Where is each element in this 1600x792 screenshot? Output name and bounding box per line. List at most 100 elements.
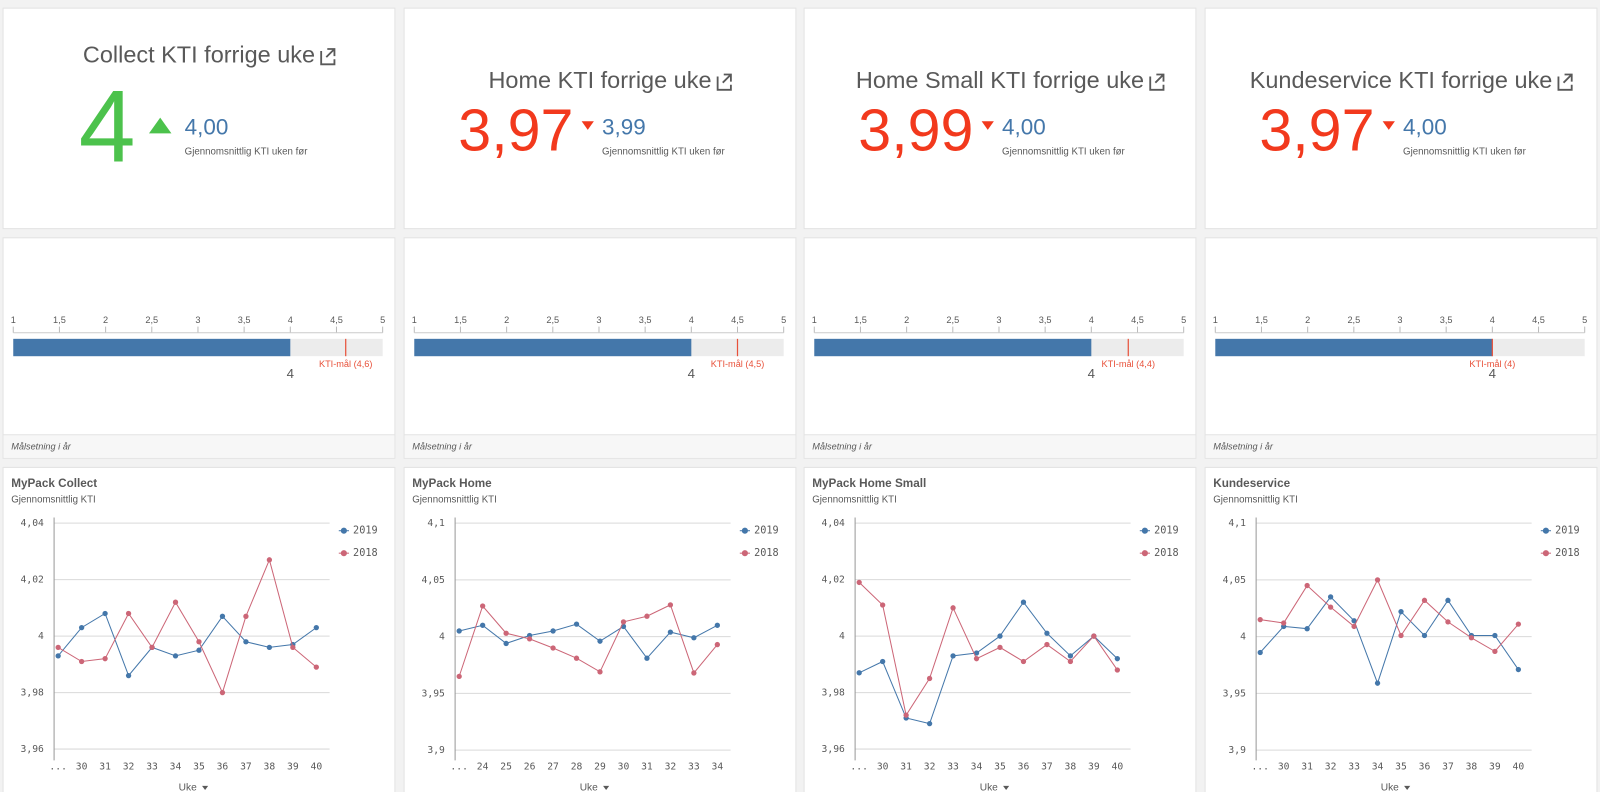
data-point: [1374, 680, 1381, 686]
gauge-bar: [814, 338, 1092, 357]
data-point: [620, 619, 627, 625]
data-point: [573, 621, 580, 627]
data-point: [266, 644, 273, 651]
x-axis-title[interactable]: Uke: [179, 783, 197, 792]
y-tick-label: 4: [1240, 632, 1246, 643]
data-point: [313, 624, 319, 631]
value-label: 4: [287, 366, 294, 381]
y-tick-label: 4,02: [21, 575, 44, 586]
external-link-icon[interactable]: [320, 48, 336, 66]
x-tick-label: 33: [947, 761, 959, 772]
data-point: [1020, 599, 1027, 605]
x-tick-label: 34: [1372, 761, 1384, 772]
external-link-icon[interactable]: [1149, 73, 1165, 91]
footer-label: Målsetning i år: [812, 441, 873, 451]
data-point: [1091, 633, 1097, 639]
data-point: [973, 650, 980, 656]
x-tick-label: 40: [310, 761, 322, 772]
gauge-bar: [13, 338, 291, 357]
x-tick-label: 37: [1041, 761, 1053, 772]
data-point: [456, 673, 462, 680]
data-point: [1398, 632, 1404, 639]
data-point: [880, 658, 886, 665]
x-tick-label: ...: [49, 761, 66, 772]
dropdown-arrow[interactable]: [603, 785, 610, 790]
legend-marker: [1141, 527, 1148, 534]
x-tick-label: 4,5: [330, 315, 343, 325]
data-point: [926, 720, 933, 727]
x-tick-label: 31: [900, 761, 912, 772]
chart-panel: [803, 466, 1197, 792]
data-point: [1327, 604, 1334, 610]
gauge-bar: [414, 338, 692, 357]
data-point: [1327, 594, 1334, 600]
data-point: [102, 610, 108, 617]
data-point: [880, 602, 886, 608]
data-point: [78, 624, 85, 631]
x-axis-title[interactable]: Uke: [980, 783, 998, 792]
data-point: [1281, 620, 1287, 626]
x-tick-label: ...: [850, 761, 867, 772]
chart-subtitle: Gjennomsnittlig KTI: [812, 495, 897, 506]
x-tick-label: 4: [689, 315, 694, 325]
data-point: [856, 670, 862, 676]
legend-marker: [340, 550, 347, 557]
y-tick-label: 4,02: [822, 575, 845, 586]
kpi-title: Home Small KTI forrige uke: [856, 67, 1144, 93]
x-tick-label: 36: [1018, 761, 1030, 772]
x-tick-label: 2,5: [946, 315, 959, 325]
data-point: [1421, 597, 1428, 603]
kpi-compare-label: Gjennomsnittlig KTI uken før: [185, 147, 309, 158]
data-point: [219, 613, 226, 619]
data-point: [1304, 582, 1310, 589]
chart-subtitle: Gjennomsnittlig KTI: [412, 495, 497, 506]
kpi-panel: [403, 7, 797, 230]
legend-label: 2018: [1154, 548, 1179, 559]
data-point: [149, 644, 155, 651]
x-tick-label: 1: [812, 315, 817, 325]
dropdown-arrow[interactable]: [1404, 785, 1411, 790]
series-line: [57, 612, 317, 677]
data-point: [526, 636, 533, 642]
x-axis-title[interactable]: Uke: [580, 783, 598, 792]
x-tick-label: ...: [1251, 761, 1268, 772]
x-axis-title[interactable]: Uke: [1381, 783, 1399, 792]
data-point: [1492, 632, 1498, 639]
kpi-title: Collect KTI forrige uke: [83, 41, 315, 67]
external-link-icon[interactable]: [716, 73, 732, 91]
external-link-icon[interactable]: [1557, 73, 1573, 91]
y-tick-label: 4,04: [21, 518, 44, 529]
x-tick-label: 32: [1325, 761, 1337, 772]
series-line: [459, 623, 718, 660]
chart-title: MyPack Collect: [11, 477, 97, 490]
x-tick-label: 4,5: [1532, 315, 1545, 325]
dropdown-arrow[interactable]: [1003, 785, 1010, 790]
data-point: [1515, 621, 1522, 627]
data-point: [290, 644, 296, 651]
data-point: [950, 605, 956, 611]
dropdown-arrow[interactable]: [202, 785, 209, 790]
x-tick-label: ...: [450, 761, 467, 772]
x-tick-label: 29: [594, 761, 606, 772]
chart-title: MyPack Home Small: [812, 477, 926, 490]
chart-title: MyPack Home: [412, 477, 492, 490]
x-tick-label: 38: [1466, 761, 1478, 772]
data-point: [1351, 623, 1357, 630]
x-tick-label: 34: [170, 761, 182, 772]
x-tick-label: 1,5: [854, 315, 867, 325]
x-tick-label: 3: [195, 315, 200, 325]
y-tick-label: 3,96: [822, 744, 845, 755]
x-tick-label: 31: [99, 761, 111, 772]
data-point: [1067, 653, 1074, 659]
data-point: [456, 628, 462, 634]
kpi-value: 3,99: [858, 96, 973, 163]
x-tick-label: 34: [971, 761, 983, 772]
series-line: [858, 601, 1118, 725]
trend-arrow: [981, 121, 994, 130]
x-tick-label: 4: [1490, 315, 1495, 325]
target-label: KTI-mål (4,6): [319, 359, 373, 369]
x-tick-label: 38: [1065, 761, 1077, 772]
x-tick-label: 2: [504, 315, 509, 325]
footer-bar: [1205, 434, 1597, 458]
